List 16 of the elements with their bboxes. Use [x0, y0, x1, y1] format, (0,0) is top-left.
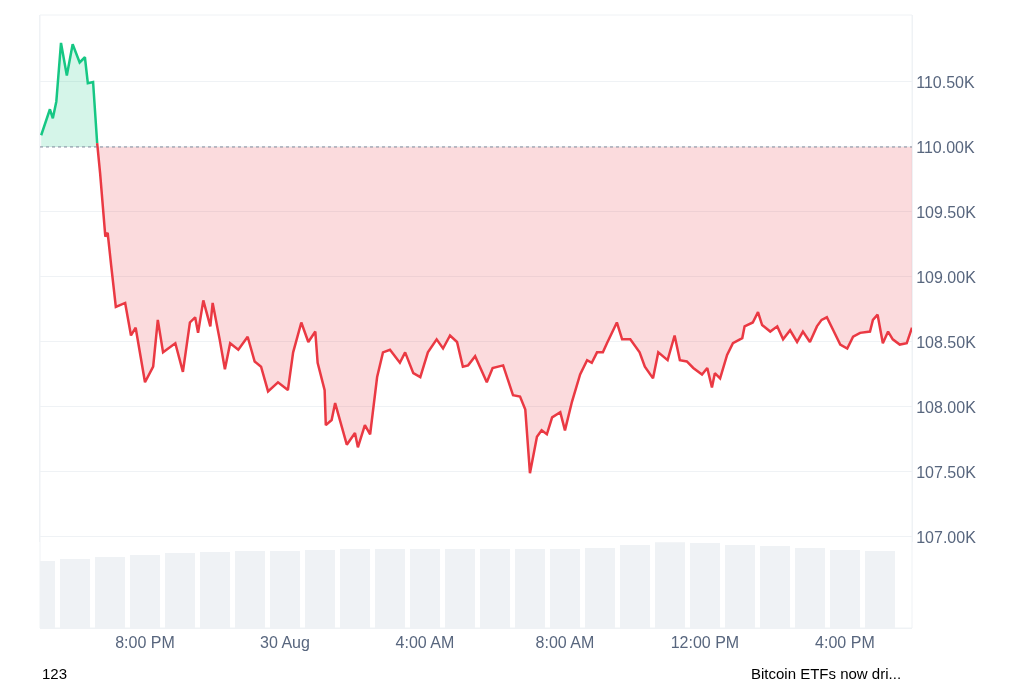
x-tick-label: 30 Aug [260, 634, 310, 652]
y-tick-label: 107.00K [916, 528, 977, 546]
x-tick-label: 4:00 PM [815, 634, 875, 652]
y-tick-label: 109.50K [916, 203, 977, 221]
y-tick-label: 110.00K [916, 138, 975, 156]
text: Bitcoin ETFs now dri... [751, 665, 902, 682]
x-tick-label: 8:00 PM [115, 634, 175, 652]
y-tick-label: 108.50K [916, 333, 977, 351]
y-tick-label: 108.00K [916, 398, 977, 416]
y-tick-label: 107.50K [916, 463, 977, 481]
text: 123 [42, 665, 68, 682]
x-tick-label: 12:00 PM [670, 634, 740, 652]
x-tick-label: 4:00 AM [395, 634, 455, 652]
x-tick-label: 8:00 AM [535, 634, 595, 652]
y-tick-label: 109.00K [916, 268, 977, 286]
y-tick-label: 110.50K [916, 73, 975, 91]
